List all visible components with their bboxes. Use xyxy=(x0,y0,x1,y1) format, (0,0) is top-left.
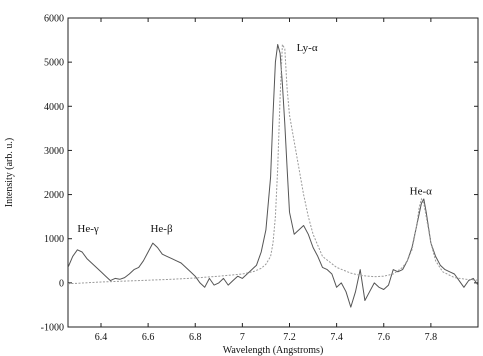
series-measured-line xyxy=(68,44,478,308)
x-tick-labels: 6.4 6.6 6.8 7 7.2 7.4 7.6 7.8 xyxy=(95,332,437,343)
y-tick-label: 3000 xyxy=(44,146,64,157)
x-tick-label: 6.8 xyxy=(189,332,202,343)
y-tick-label: 1000 xyxy=(44,234,64,245)
x-tick-label: 6.6 xyxy=(142,332,155,343)
annotation-he-alpha: He-α xyxy=(410,186,432,198)
x-tick-label: 6.4 xyxy=(95,332,108,343)
x-tick-label: 7.4 xyxy=(330,332,343,343)
series-fit-line xyxy=(68,42,478,285)
y-tick-label: 0 xyxy=(59,278,64,289)
annotation-he-beta: He-β xyxy=(150,223,172,235)
y-tick-label: -1000 xyxy=(41,323,64,334)
plot-frame xyxy=(67,17,479,328)
annotation-layer: He-γ He-β Ly-α He-α xyxy=(77,42,432,235)
y-tick-label: 2000 xyxy=(44,190,64,201)
annotation-ly-alpha: Ly-α xyxy=(297,42,318,54)
y-tick-label: 6000 xyxy=(44,14,64,25)
y-axis-label: Intensity (arb. u.) xyxy=(4,138,15,207)
x-axis-label: Wavelength (Angstroms) xyxy=(223,345,324,356)
y-tick-label: 4000 xyxy=(44,102,64,113)
x-tick-label: 7.2 xyxy=(283,332,296,343)
y-tick-labels: -1000 0 1000 2000 3000 4000 5000 6000 xyxy=(41,14,64,334)
annotation-he-gamma: He-γ xyxy=(77,223,98,235)
y-tick-label: 5000 xyxy=(44,58,64,69)
x-tick-label: 7 xyxy=(240,332,245,343)
x-tick-label: 7.8 xyxy=(425,332,438,343)
x-tick-label: 7.6 xyxy=(377,332,390,343)
